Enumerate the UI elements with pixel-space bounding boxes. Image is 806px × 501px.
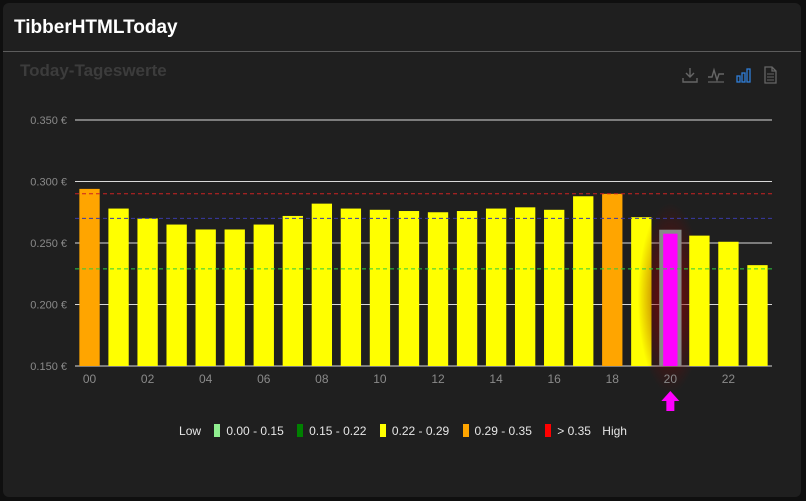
- x-tick-label: 20: [664, 372, 678, 386]
- bar: [253, 224, 274, 366]
- x-tick-label: 14: [489, 372, 503, 386]
- x-tick-label: 10: [373, 372, 387, 386]
- x-tick-label: 16: [548, 372, 562, 386]
- legend: Low 0.00 - 0.15 0.15 - 0.22 0.22 - 0.29 …: [0, 423, 806, 438]
- bar-chart-icon[interactable]: [735, 66, 753, 84]
- legend-swatch-4: [545, 424, 552, 438]
- bar: [282, 215, 303, 366]
- bar: [718, 241, 739, 366]
- legend-label-0: 0.00 - 0.15: [226, 423, 284, 438]
- x-tick-label: 06: [257, 372, 271, 386]
- y-tick-label: 0.350 €: [30, 115, 67, 127]
- legend-label-3: 0.29 - 0.35: [474, 423, 532, 438]
- x-tick-label: 00: [83, 372, 97, 386]
- card-header: TibberHTMLToday: [3, 3, 801, 52]
- bar: [166, 224, 187, 366]
- legend-low-label: Low: [179, 423, 202, 438]
- download-icon[interactable]: [681, 66, 699, 84]
- legend-label-1: 0.15 - 0.22: [309, 423, 367, 438]
- legend-swatch-3: [462, 424, 469, 438]
- bar: [79, 188, 100, 366]
- bar: [340, 208, 362, 366]
- card-title: TibberHTMLToday: [14, 17, 178, 38]
- y-tick-label: 0.300 €: [30, 177, 67, 189]
- legend-label-2: 0.22 - 0.29: [391, 423, 450, 438]
- bar: [456, 211, 478, 366]
- y-tick-label: 0.200 €: [30, 300, 67, 312]
- bar: [514, 207, 536, 366]
- chart-title: Today-Tageswerte: [20, 61, 167, 80]
- bar: [544, 209, 565, 366]
- bar: [602, 193, 623, 366]
- legend-swatch-1: [297, 424, 304, 438]
- bar: [108, 208, 129, 366]
- bar: [427, 212, 449, 366]
- legend-swatch-0: [214, 424, 221, 438]
- x-tick-label: 22: [722, 372, 736, 386]
- legend-swatch-2: [379, 424, 386, 438]
- current-hour-arrow-icon: [661, 391, 680, 411]
- y-tick-label: 0.250 €: [30, 238, 67, 250]
- bar: [398, 211, 420, 366]
- legend-label-4: > 0.35: [557, 423, 591, 438]
- bar: [311, 203, 333, 366]
- x-tick-label: 18: [606, 372, 620, 386]
- y-tick-label: 0.150 €: [30, 361, 67, 373]
- bar: [369, 209, 391, 366]
- x-tick-label: 02: [141, 372, 155, 386]
- bar: [195, 229, 216, 366]
- bar: [689, 235, 710, 366]
- bar: [485, 208, 507, 366]
- bar: [224, 229, 245, 366]
- bar: [137, 218, 158, 366]
- x-tick-label: 12: [431, 372, 445, 386]
- legend-high-label: High: [602, 423, 627, 438]
- x-tick-label: 08: [315, 372, 329, 386]
- line-chart-icon[interactable]: [707, 66, 725, 84]
- document-icon[interactable]: [761, 66, 779, 84]
- x-tick-label: 04: [199, 372, 213, 386]
- bar: [747, 265, 768, 366]
- bar: [573, 196, 594, 366]
- bar: [663, 233, 678, 366]
